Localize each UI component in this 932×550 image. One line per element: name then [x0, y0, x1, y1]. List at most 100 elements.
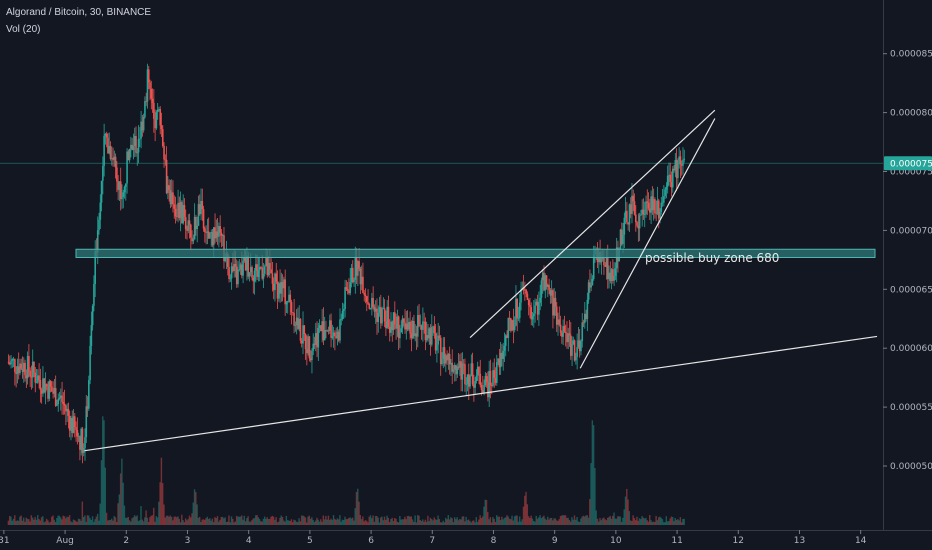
candle-body — [640, 214, 642, 216]
candle-body — [237, 270, 239, 285]
candle-body — [475, 375, 478, 382]
volume-bar — [155, 516, 157, 525]
candle-body — [84, 437, 86, 449]
volume-bar — [172, 520, 174, 525]
volume-bar — [246, 518, 248, 525]
volume-bar — [258, 518, 261, 525]
volume-bar — [276, 522, 279, 525]
volume-bar — [465, 516, 467, 525]
volume-bar — [98, 520, 100, 525]
candle-body — [314, 333, 317, 346]
volume-bar — [645, 517, 647, 525]
candle-body — [420, 325, 423, 330]
candle-body — [243, 257, 246, 261]
candle-body — [508, 317, 511, 319]
candle-body — [261, 267, 264, 279]
volume-bar — [680, 522, 683, 525]
candle-body — [163, 145, 165, 160]
volume-bar — [150, 515, 152, 525]
volume-bar — [102, 416, 104, 525]
x-tick-label: 5 — [307, 536, 313, 546]
candle-body — [419, 325, 422, 327]
candle-body — [88, 380, 90, 409]
volume-bar — [133, 515, 136, 525]
candle-body — [86, 406, 89, 409]
volume-bar — [191, 513, 193, 525]
volume-bar — [34, 516, 36, 525]
volume-bar — [372, 515, 374, 525]
candle-body — [11, 359, 14, 361]
candle-body — [221, 235, 224, 237]
volume-bar — [128, 520, 131, 525]
volume-bar — [508, 518, 511, 525]
volume-bar — [88, 515, 90, 525]
candle-body — [567, 333, 570, 343]
time-axis[interactable]: 31 Aug 2 3 4 5 6 7 8 9 10 11 12 13 14 — [0, 530, 867, 546]
last-price-label: 0.0000757 — [890, 159, 932, 169]
volume-bar — [392, 520, 395, 525]
volume-bar — [70, 521, 72, 525]
volume-bar — [385, 519, 387, 525]
volume-bar — [326, 519, 328, 525]
candle-body — [248, 272, 251, 277]
candle-body — [469, 375, 471, 387]
candle-body — [406, 323, 409, 330]
trendlines[interactable] — [84, 109, 878, 452]
candle-body — [8, 362, 11, 365]
candle-body — [191, 237, 193, 242]
volume-bar — [49, 521, 52, 525]
volume-bar — [122, 482, 124, 525]
volume-bar — [221, 516, 224, 525]
candle-body — [612, 269, 614, 281]
volume-bar — [163, 504, 165, 525]
volume-bar — [65, 518, 67, 525]
candle-body — [322, 321, 325, 341]
volume-bar — [649, 515, 651, 525]
volume-bar — [432, 520, 434, 525]
candle-body — [632, 195, 635, 202]
volume-bar — [541, 516, 544, 525]
volume-bar — [567, 517, 569, 525]
volume-bar — [562, 515, 564, 525]
candle-body — [153, 102, 155, 119]
candle-body — [562, 326, 564, 337]
candle-body — [285, 301, 288, 305]
candle-body — [432, 326, 434, 328]
volume-bar — [595, 510, 597, 525]
candle-body — [186, 229, 188, 231]
volume-bar — [103, 420, 105, 525]
volume-bar — [132, 517, 135, 525]
candle-body — [340, 318, 343, 320]
volume-bar — [312, 519, 314, 525]
candle-body — [474, 381, 476, 388]
volume-bar — [223, 518, 225, 525]
volume-bar — [207, 519, 210, 525]
volume-bar — [538, 517, 540, 525]
volume-bar — [123, 505, 126, 525]
volume-bar — [571, 517, 573, 525]
candle-body — [290, 302, 293, 313]
candle-body — [147, 69, 150, 83]
candle-body — [37, 375, 39, 383]
candle-body — [357, 261, 359, 276]
volume-bar — [42, 516, 44, 525]
candle-body — [433, 326, 436, 334]
volume-bar — [536, 518, 539, 525]
candle-body — [81, 428, 84, 453]
x-tick-label: 3 — [185, 536, 191, 546]
volume-bar — [493, 518, 495, 525]
candle-body — [496, 362, 498, 383]
candle-body — [464, 364, 466, 385]
x-tick-label: 8 — [491, 536, 497, 546]
candle-body — [216, 231, 219, 237]
candle-body — [260, 267, 262, 268]
volume-bar — [431, 519, 433, 525]
volume-bar — [437, 515, 439, 525]
buy-zone-rect[interactable] — [75, 248, 876, 258]
volume-bar — [586, 515, 588, 525]
candle-body — [251, 267, 253, 278]
candle-body — [652, 199, 655, 211]
